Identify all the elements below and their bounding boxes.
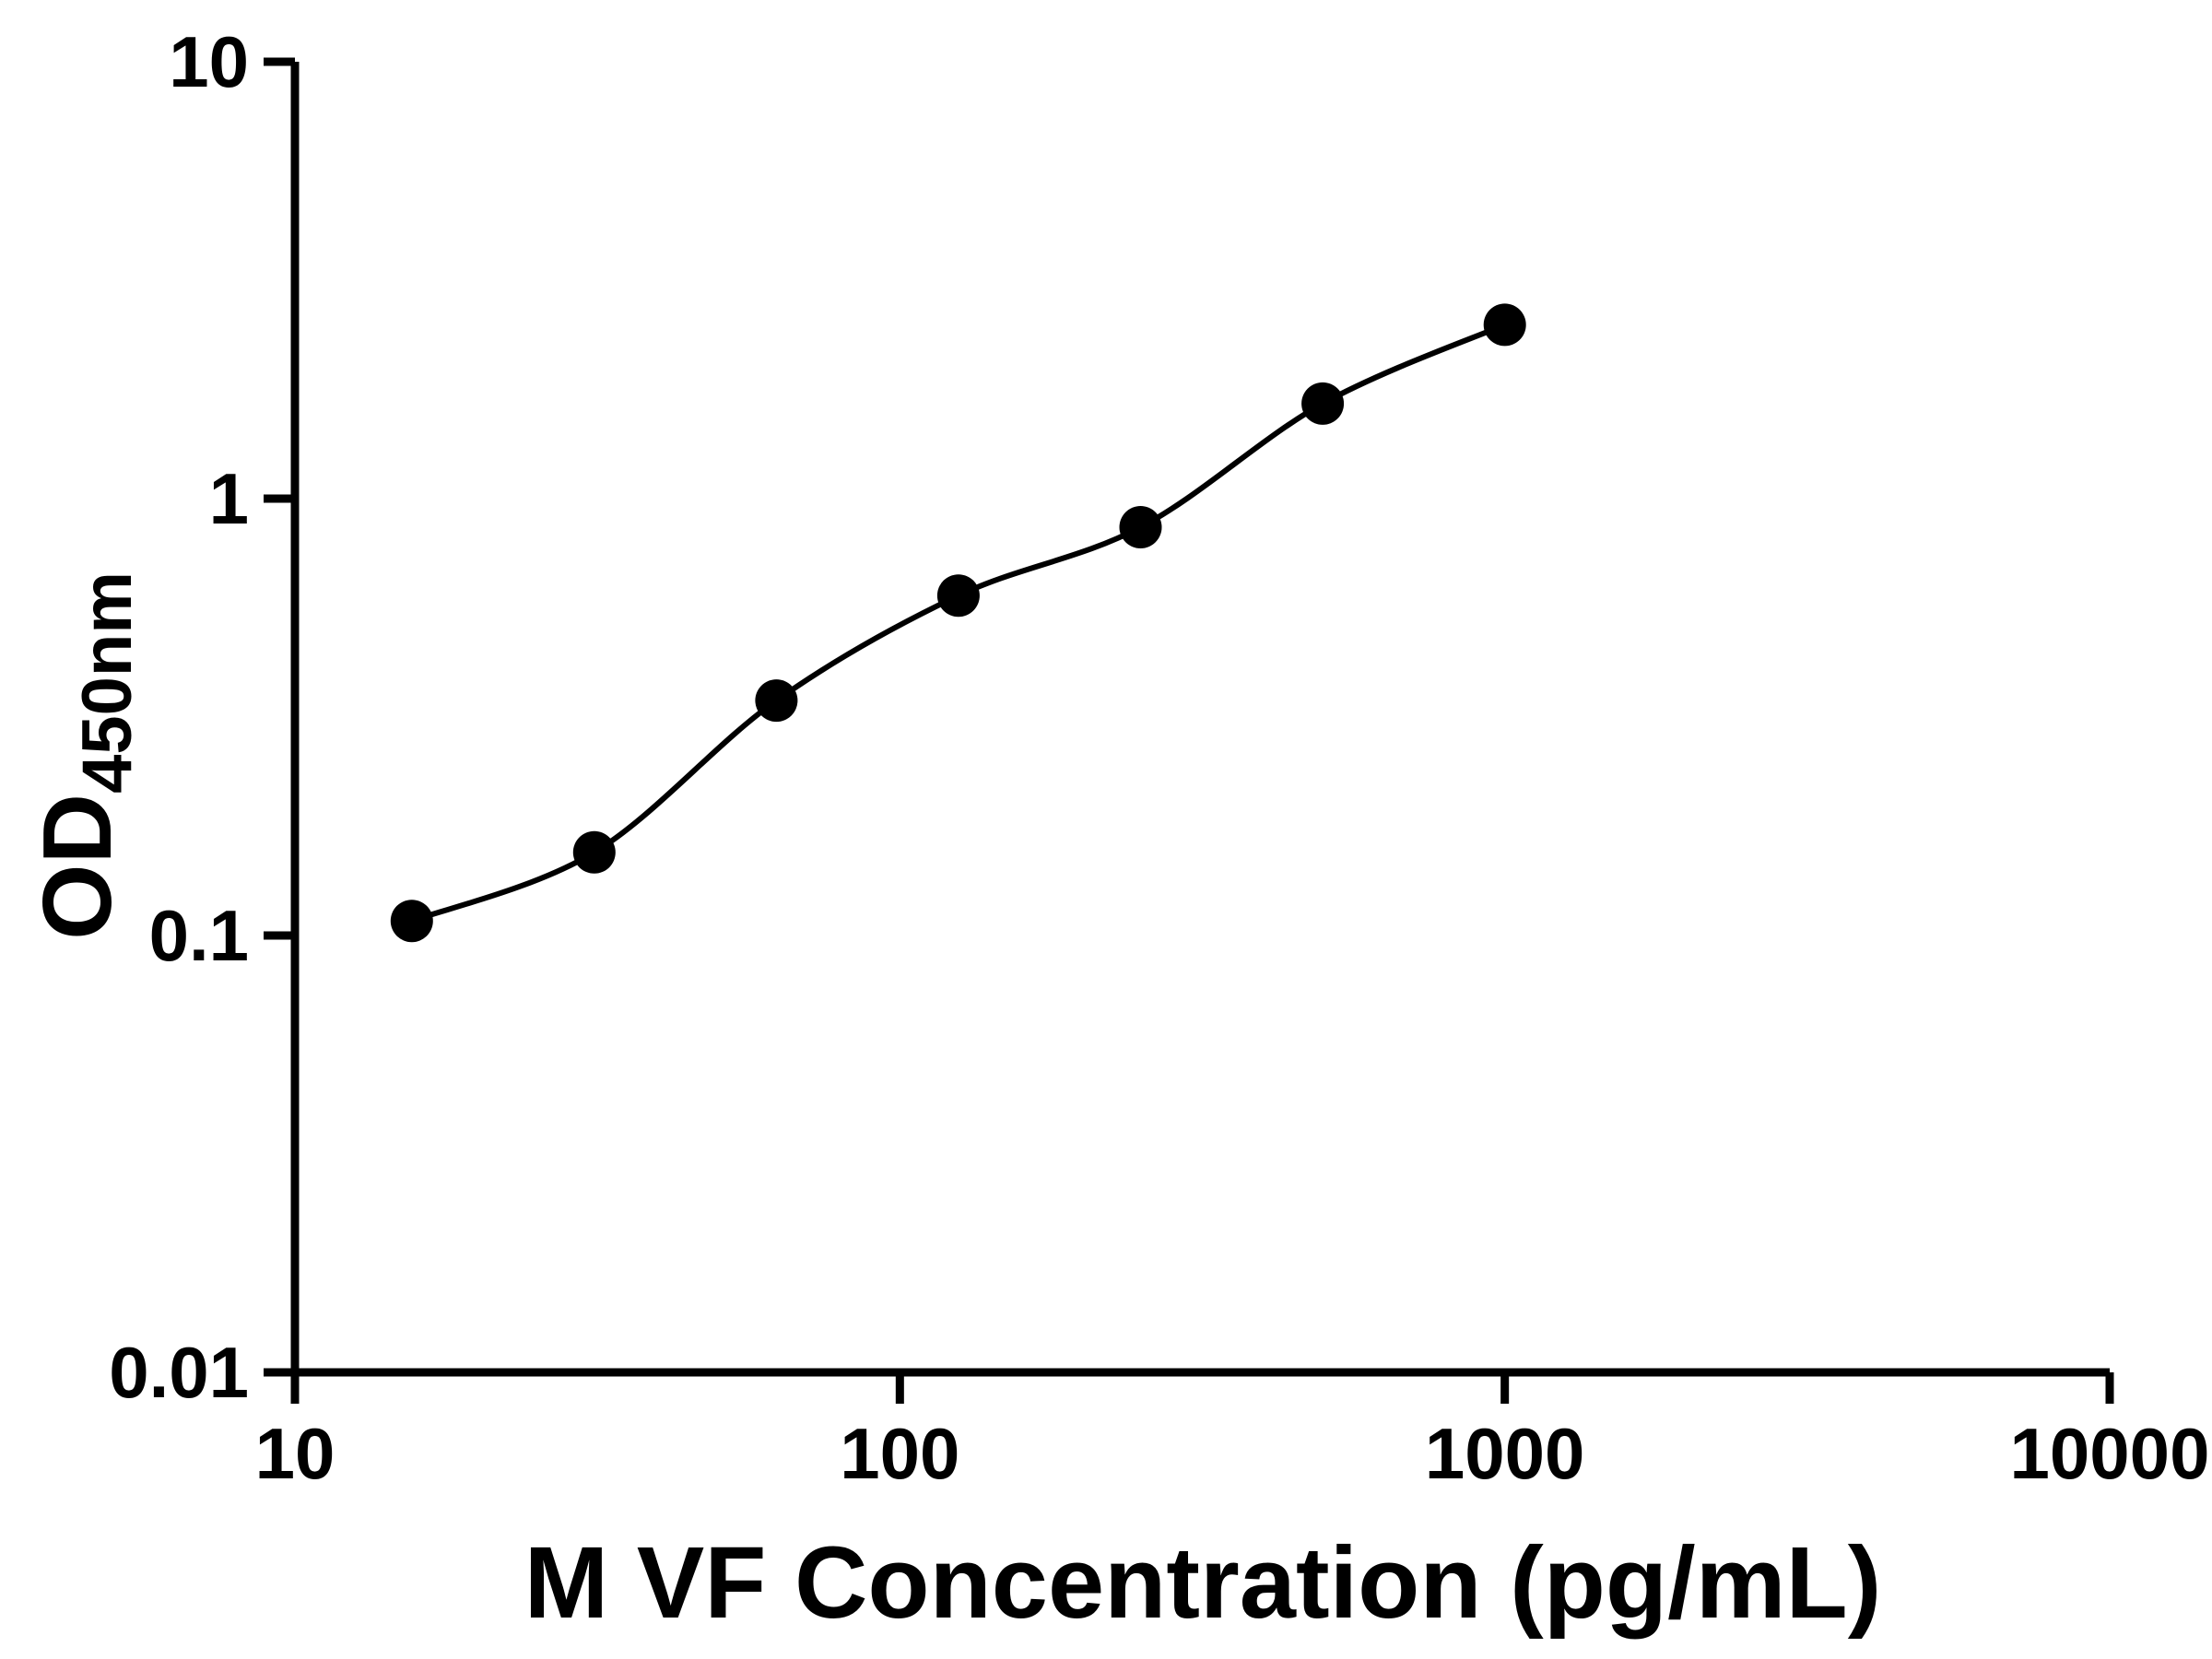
y-axis-title-main: OD bbox=[23, 794, 132, 940]
axes bbox=[264, 57, 2114, 1404]
data-point-marker bbox=[572, 830, 616, 874]
data-point-marker bbox=[1301, 382, 1345, 425]
y-tick-label: 0.1 bbox=[149, 895, 249, 976]
x-tick-label: 10000 bbox=[2010, 1413, 2210, 1494]
x-tick-label: 10 bbox=[255, 1413, 335, 1494]
x-tick-labels: 10 100 1000 10000 bbox=[255, 1413, 2210, 1494]
y-axis-title-subscript: 450nm bbox=[68, 571, 147, 794]
data-points bbox=[390, 303, 1526, 943]
y-tick-label: 0.01 bbox=[109, 1332, 249, 1413]
x-tick-label: 100 bbox=[840, 1413, 959, 1494]
data-point-marker bbox=[1119, 506, 1162, 548]
data-point-marker bbox=[1483, 303, 1526, 347]
x-axis-title: M VF Concentration (pg/mL) bbox=[524, 1526, 1882, 1640]
y-tick-labels: 0.01 0.1 1 10 bbox=[109, 21, 249, 1413]
data-point-marker bbox=[936, 574, 980, 618]
y-axis-title: OD450nm bbox=[23, 571, 147, 940]
y-tick-label: 1 bbox=[209, 458, 249, 539]
x-tick-label: 1000 bbox=[1425, 1413, 1585, 1494]
data-point-marker bbox=[390, 900, 433, 943]
y-tick-label: 10 bbox=[169, 21, 249, 102]
data-point-marker bbox=[755, 679, 798, 723]
